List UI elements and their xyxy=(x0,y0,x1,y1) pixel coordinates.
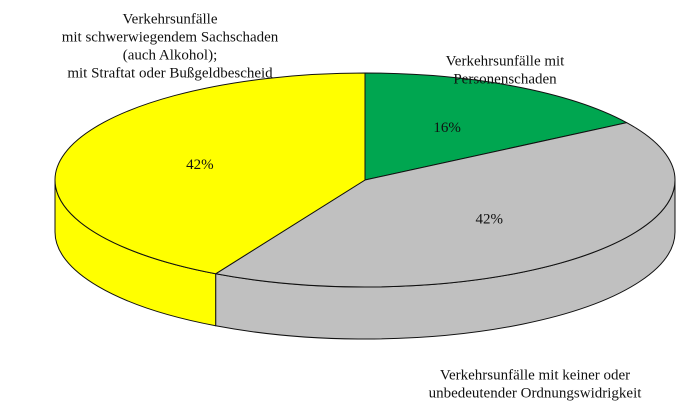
category-label: Verkehrsunfälle mit xyxy=(446,53,566,69)
value-label: 42% xyxy=(476,212,504,228)
pie-slice xyxy=(364,72,628,181)
pie-slice xyxy=(215,122,676,288)
category-label: mit Straftat oder Bußgeldbescheid xyxy=(67,65,273,81)
value-label: 42% xyxy=(186,157,214,173)
category-label: Verkehrsunfälle xyxy=(123,11,218,27)
category-label: Verkehrsunfälle mit keiner oder xyxy=(440,367,630,383)
category-label: unbedeutender Ordnungswidrigkeit xyxy=(429,385,643,401)
category-label: Personenschaden xyxy=(453,71,557,87)
value-label: 16% xyxy=(433,120,461,136)
category-label: (auch Alkohol); xyxy=(123,47,218,63)
pie-slice xyxy=(54,72,366,275)
category-label: mit schwerwiegendem Sachschaden xyxy=(62,29,279,45)
